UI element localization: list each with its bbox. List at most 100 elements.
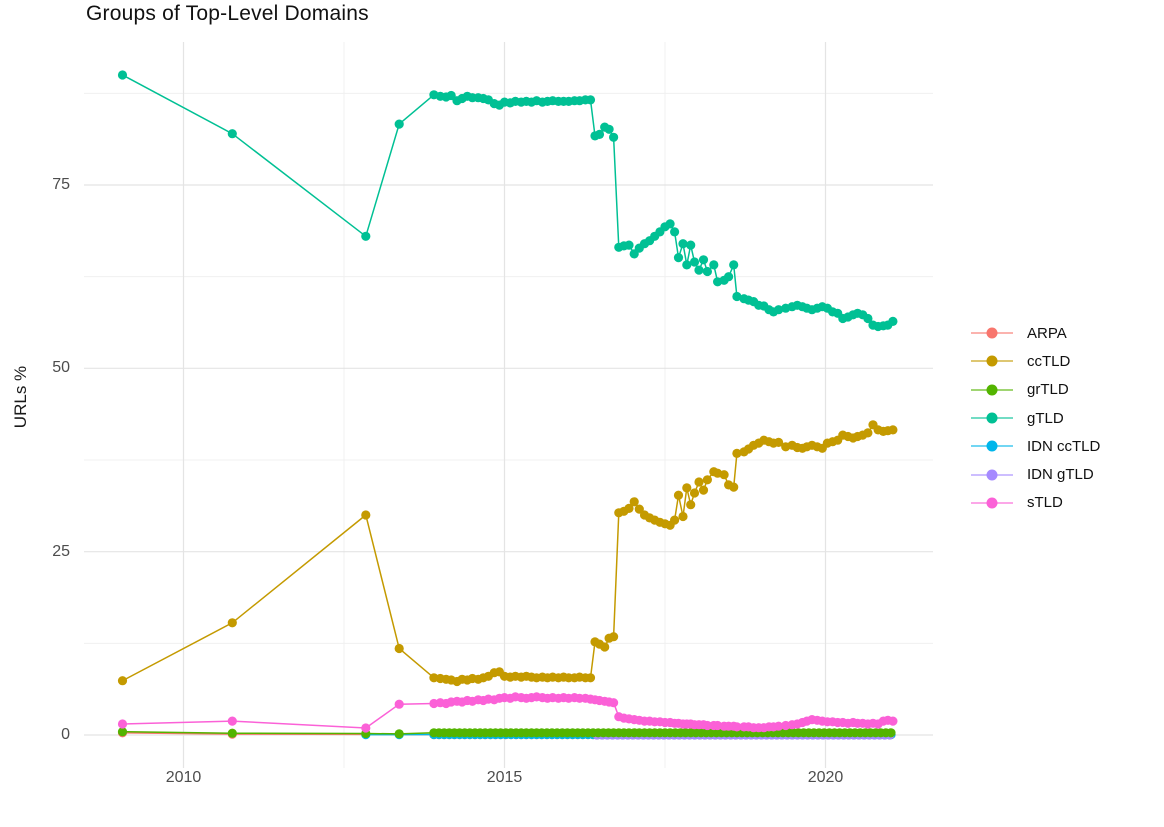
series-point-gtld bbox=[863, 313, 873, 324]
legend-item-idn-cctld: IDN ccTLD bbox=[969, 432, 1100, 460]
series-point-cctld bbox=[678, 511, 688, 522]
legend-key-dot bbox=[986, 497, 998, 509]
series-point-gtld bbox=[694, 265, 704, 275]
series-point-gtld bbox=[394, 119, 404, 129]
series-point-gtld bbox=[689, 257, 700, 267]
series-point-grtld bbox=[117, 727, 128, 737]
legend-item-grtld: grTLD bbox=[969, 376, 1100, 404]
legend-key-icon bbox=[971, 440, 1013, 452]
series-point-gtld bbox=[774, 305, 784, 315]
series-point-stld bbox=[361, 723, 371, 733]
legend-key-dot bbox=[986, 327, 998, 339]
legend-item-gtld: gTLD bbox=[969, 404, 1100, 432]
legend-label: sTLD bbox=[1027, 494, 1063, 512]
y-tick-label: 75 bbox=[52, 176, 70, 193]
series-point-cctld bbox=[719, 470, 729, 480]
series-point-stld bbox=[227, 716, 237, 726]
legend-key-icon bbox=[971, 384, 1013, 396]
series-point-stld bbox=[394, 699, 404, 709]
series-point-gtld bbox=[594, 129, 605, 139]
legend-label: IDN ccTLD bbox=[1027, 437, 1101, 455]
legend-item-cctld: ccTLD bbox=[969, 347, 1100, 375]
series-point-gtld bbox=[604, 124, 614, 134]
series-point-cctld bbox=[686, 500, 696, 510]
legend-label: IDN gTLD bbox=[1027, 466, 1094, 484]
series-point-gtld bbox=[585, 95, 596, 105]
series-point-cctld bbox=[361, 510, 371, 520]
series-point-cctld bbox=[624, 503, 634, 513]
legend-key-dot bbox=[986, 412, 998, 424]
series-point-cctld bbox=[629, 497, 639, 507]
legend-key-icon bbox=[971, 469, 1013, 481]
series-point-cctld bbox=[732, 448, 742, 458]
series-point-cctld bbox=[774, 437, 784, 447]
series-point-grtld bbox=[394, 729, 404, 739]
series-point-gtld bbox=[117, 70, 128, 80]
legend-item-idn-gtld: IDN gTLD bbox=[969, 460, 1100, 488]
legend-label: ccTLD bbox=[1027, 352, 1071, 370]
legend-key-icon bbox=[971, 327, 1013, 339]
series-point-cctld bbox=[729, 482, 739, 492]
series-point-gtld bbox=[227, 129, 237, 139]
series-point-gtld bbox=[361, 231, 371, 241]
series-point-gtld bbox=[678, 239, 688, 249]
series-point-stld bbox=[117, 719, 128, 729]
series-point-cctld bbox=[689, 488, 700, 498]
series-point-gtld bbox=[729, 260, 739, 270]
x-tick-label: 2020 bbox=[807, 769, 844, 786]
series-point-gtld bbox=[682, 260, 692, 270]
series-point-cctld bbox=[609, 632, 619, 642]
series-point-stld bbox=[732, 722, 742, 732]
legend-key-dot bbox=[986, 384, 998, 396]
series-point-grtld bbox=[227, 728, 237, 738]
series-point-cctld bbox=[227, 618, 237, 628]
series-point-gtld bbox=[702, 266, 713, 277]
series-point-cctld bbox=[600, 642, 610, 652]
series-point-cctld bbox=[863, 428, 873, 438]
series-point-cctld bbox=[394, 643, 404, 654]
legend-key-icon bbox=[971, 412, 1013, 424]
series-point-cctld bbox=[888, 425, 898, 435]
y-tick-label: 0 bbox=[61, 726, 70, 743]
legend-label: ARPA bbox=[1027, 324, 1067, 342]
series-point-gtld bbox=[732, 291, 742, 302]
legend-key-dot bbox=[986, 440, 998, 452]
legend-key-dot bbox=[986, 469, 998, 481]
series-point-stld bbox=[774, 721, 784, 731]
series-point-cctld bbox=[585, 673, 596, 683]
series-point-stld bbox=[888, 716, 898, 726]
legend-item-stld: sTLD bbox=[969, 489, 1100, 517]
series-point-gtld bbox=[624, 240, 634, 250]
series-point-stld bbox=[609, 698, 619, 708]
series-point-cctld bbox=[702, 475, 713, 485]
y-tick-label: 25 bbox=[52, 542, 70, 560]
series-point-gtld bbox=[698, 255, 709, 265]
series-point-cctld bbox=[117, 676, 128, 686]
series-point-cctld bbox=[673, 490, 684, 500]
legend-key-icon bbox=[971, 355, 1013, 367]
legend-label: gTLD bbox=[1027, 409, 1064, 427]
series-point-cctld bbox=[682, 483, 692, 493]
series-point-cctld bbox=[698, 485, 709, 495]
x-tick-label: 2010 bbox=[165, 769, 202, 786]
series-point-gtld bbox=[673, 253, 684, 263]
series-point-gtld bbox=[665, 219, 675, 229]
legend: ARPA ccTLD grTLD gTLD IDN ccTLD IDN gTLD sTLD bbox=[969, 319, 1100, 517]
series-point-gtld bbox=[888, 316, 898, 326]
legend-item-arpa: ARPA bbox=[969, 319, 1100, 347]
legend-key-dot bbox=[986, 355, 998, 367]
series-point-cctld bbox=[694, 477, 704, 487]
series-point-stld bbox=[702, 720, 713, 731]
series-point-gtld bbox=[686, 240, 696, 250]
y-tick-label: 50 bbox=[52, 359, 70, 377]
series-point-gtld bbox=[609, 132, 619, 142]
legend-key-icon bbox=[971, 497, 1013, 509]
series-point-gtld bbox=[709, 260, 719, 270]
series-point-grtld bbox=[886, 728, 896, 738]
series-line-gtld bbox=[122, 74, 894, 328]
legend-label: grTLD bbox=[1027, 381, 1069, 399]
series-point-cctld bbox=[634, 504, 644, 514]
chart-title: Groups of Top-Level Domains bbox=[86, 2, 369, 25]
